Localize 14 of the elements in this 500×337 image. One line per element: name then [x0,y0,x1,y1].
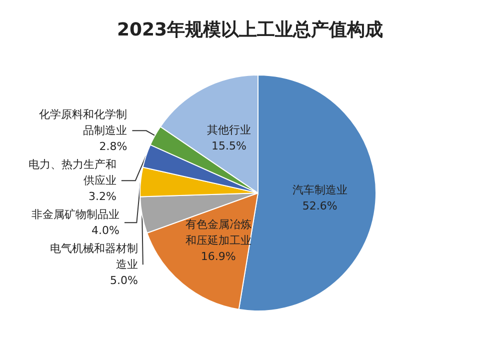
slice-label: 其他行业 [206,124,251,137]
data-label: 5.0% [110,274,138,288]
data-label: 15.5% [212,140,246,153]
data-label: 52.6% [302,200,338,213]
slice-label: 化学原料和化学制品制造业 [39,108,128,138]
slice-label: 汽车制造业 [292,184,348,197]
slice-label: 非金属矿物制品业 [31,208,120,222]
data-label: 16.9% [200,250,236,264]
data-label: 3.2% [88,190,116,204]
data-label: 4.0% [92,224,120,238]
slice-label: 电气机械和器材制造业 [50,242,138,272]
data-label: 2.8% [99,140,128,154]
chart-title: 2023年规模以上工业总产值构成 [116,20,384,40]
slice-label: 电力、热力生产和供应业 [28,158,116,188]
